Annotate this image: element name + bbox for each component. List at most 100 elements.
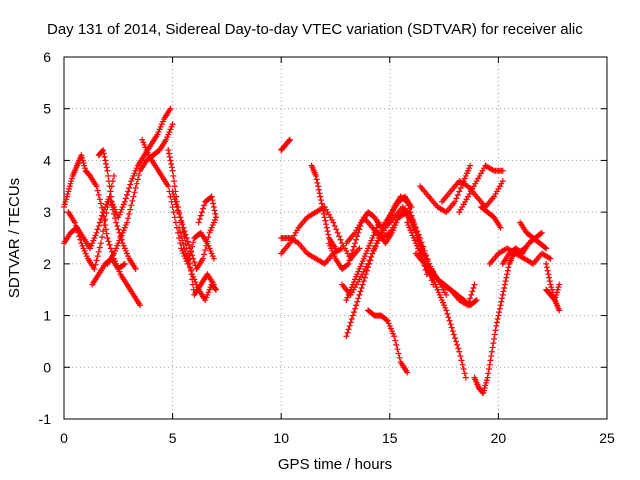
data-point [135, 172, 142, 179]
data-point [472, 297, 479, 304]
data-point [166, 153, 173, 160]
data-point [489, 344, 496, 351]
data-point [468, 291, 475, 298]
x-tick-label: 20 [491, 430, 507, 446]
data-point [502, 278, 509, 285]
data-point [201, 251, 208, 258]
data-point [354, 298, 361, 305]
data-point [210, 203, 217, 210]
data-point [179, 221, 186, 228]
data-point [106, 241, 113, 248]
data-point [210, 255, 217, 262]
y-tick-label: 3 [43, 204, 51, 220]
data-point [105, 178, 112, 185]
data-point [456, 188, 463, 195]
data-point [323, 224, 330, 231]
data-point [121, 260, 128, 267]
data-point [368, 253, 375, 260]
plot-frame [63, 56, 608, 420]
data-point [176, 224, 183, 231]
data-point [356, 291, 363, 298]
data-point [353, 236, 360, 243]
y-tick-label: 4 [43, 152, 51, 168]
data-point [170, 172, 177, 179]
data-point [103, 230, 110, 237]
data-point [344, 329, 351, 336]
data-point [125, 215, 132, 222]
data-point [317, 193, 324, 200]
data-point [94, 187, 101, 194]
data-point [318, 197, 325, 204]
data-point [504, 267, 511, 274]
data-point [458, 357, 465, 364]
data-point [182, 250, 189, 257]
data-point [447, 321, 454, 328]
data-point [349, 247, 356, 254]
data-point [126, 210, 133, 217]
data-point [97, 200, 104, 207]
data-point [104, 203, 111, 210]
data-point [445, 314, 452, 321]
data-point [121, 198, 128, 205]
data-point [453, 338, 460, 345]
data-point [212, 210, 219, 217]
data-point [320, 210, 327, 217]
data-point [345, 260, 352, 267]
x-tick-label: 15 [382, 430, 398, 446]
data-point [132, 185, 139, 192]
data-point [547, 255, 554, 262]
data-point [178, 217, 185, 224]
data-point [181, 228, 188, 235]
data-point [537, 230, 544, 237]
data-point [333, 226, 340, 233]
data-point [470, 284, 477, 291]
data-point [75, 229, 82, 236]
data-point [169, 121, 176, 128]
data-point [358, 284, 365, 291]
data-point [497, 302, 504, 309]
data-point [444, 310, 451, 317]
data-point [350, 243, 357, 250]
data-point [500, 288, 507, 295]
data-point [346, 322, 353, 329]
data-point [353, 302, 360, 309]
data-point [363, 267, 370, 274]
data-point [546, 274, 553, 281]
data-point [457, 353, 464, 360]
data-point [190, 255, 197, 262]
data-point [315, 186, 322, 193]
y-tick-label: -1 [39, 411, 52, 427]
data-point [545, 271, 552, 278]
data-point [120, 261, 127, 268]
data-point [538, 229, 545, 236]
data-point [102, 157, 109, 164]
data-point [115, 226, 122, 233]
data-point [133, 180, 140, 187]
data-point [542, 244, 549, 251]
data-point [102, 216, 109, 223]
data-point [556, 281, 563, 288]
data-point [93, 183, 100, 190]
data-point [343, 333, 350, 340]
data-point [127, 206, 134, 213]
data-point [467, 295, 474, 302]
data-point [396, 354, 403, 361]
data-point [346, 257, 353, 264]
data-point [318, 200, 325, 207]
data-point [330, 219, 337, 226]
data-point [186, 264, 193, 271]
data-point [201, 202, 208, 209]
data-point [459, 361, 466, 368]
data-point [175, 207, 182, 214]
data-point [93, 257, 100, 264]
data-point [492, 327, 499, 334]
data-point [209, 197, 216, 204]
data-point [334, 229, 341, 236]
data-point [361, 274, 368, 281]
data-point [446, 317, 453, 324]
data-point [179, 237, 186, 244]
data-point [202, 247, 209, 254]
data-point [451, 334, 458, 341]
data-point [497, 224, 504, 231]
